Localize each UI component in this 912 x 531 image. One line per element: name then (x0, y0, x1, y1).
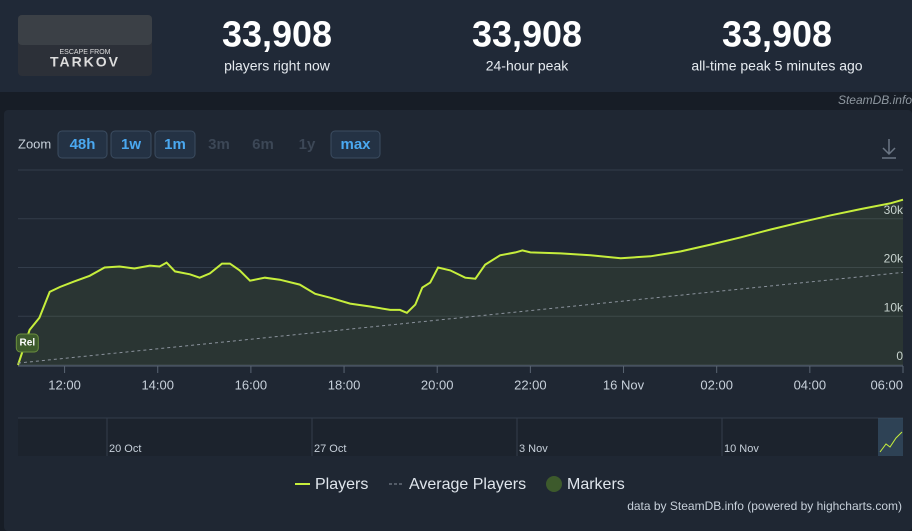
y-tick-label: 0 (896, 349, 903, 363)
legend-label[interactable]: Players (315, 476, 368, 493)
plot: 0 10k 20k 30k 12:00 14:00 16:00 18:00 20:00 22:00… (15, 198, 904, 392)
zoom-button-label[interactable]: 48h (70, 136, 96, 153)
zoom-button[interactable] (57, 130, 108, 159)
marker[interactable] (15, 333, 39, 353)
zoom-button-label[interactable]: max (340, 136, 371, 153)
x-tick-label: 16 Nov (603, 377, 645, 392)
zoom-button[interactable] (154, 130, 196, 159)
zoom-bar: Zoom 48h 1w 1m 3m 6m 1y max (18, 130, 381, 159)
stat-value: 33,908 (222, 14, 332, 55)
stat-label: all-time peak 5 minutes ago (691, 58, 862, 74)
stat-label: players right now (224, 58, 331, 74)
download-icon[interactable] (882, 139, 896, 159)
x-tick-label: 18:00 (328, 377, 361, 392)
x-tick-label: 14:00 (141, 377, 174, 392)
series-line (17, 271, 904, 364)
zoom-button-label: 6m (252, 136, 274, 153)
navigator-label: 20 Oct (109, 443, 141, 455)
zoom-button-label[interactable]: 1m (164, 136, 186, 153)
logo-text: ESCAPE FROM (60, 49, 111, 56)
y-tick-label: 20k (884, 252, 904, 266)
legend-label[interactable]: Average Players (409, 476, 526, 493)
logo-art (18, 15, 152, 45)
y-tick-label: 10k (884, 300, 904, 314)
legend-label[interactable]: Markers (567, 476, 625, 493)
navigator[interactable] (18, 418, 903, 456)
stat-value: 33,908 (472, 14, 582, 55)
zoom-button-label: 1y (299, 136, 316, 153)
stat-label: 24-hour peak (486, 58, 570, 74)
stats: 33,908 players right now 33,908 24-hour pea… (222, 14, 863, 74)
navigator-labels: 20 Oct 27 Oct 3 Nov 10 Nov (106, 418, 759, 456)
source[interactable]: SteamDB.info (838, 93, 912, 107)
zoom-button[interactable] (110, 130, 152, 159)
x-tick-label: 22:00 (514, 377, 547, 392)
zoom-label: Zoom (18, 136, 51, 151)
y-tick-label: 30k (884, 203, 904, 217)
zoom-button[interactable] (330, 130, 381, 159)
logo-text: TARKOV (50, 54, 120, 70)
series-area (18, 199, 903, 365)
legend-symbol (546, 476, 562, 492)
legend: Players Average Players Markers (295, 476, 625, 493)
marker-label: Rel (20, 338, 36, 349)
x-tick-label: 16:00 (235, 377, 268, 392)
navigator-line (879, 431, 903, 453)
navigator-label: 10 Nov (724, 443, 759, 455)
navigator-label: 27 Oct (314, 443, 346, 455)
x-tick-label: 02:00 (700, 377, 733, 392)
stat-value: 33,908 (722, 14, 832, 55)
x-tick-label: 12:00 (48, 377, 81, 392)
x-tick-label: 04:00 (794, 377, 827, 392)
navigator-label: 3 Nov (519, 443, 548, 455)
x-tick-label: 20:00 (421, 377, 454, 392)
zoom-button-label[interactable]: 1w (121, 136, 141, 153)
x-tick-label: 06:00 (870, 377, 903, 392)
credits[interactable]: data by SteamDB.info (powered by highcha… (627, 499, 902, 513)
zoom-button-label: 3m (208, 136, 230, 153)
series-line (17, 198, 904, 366)
